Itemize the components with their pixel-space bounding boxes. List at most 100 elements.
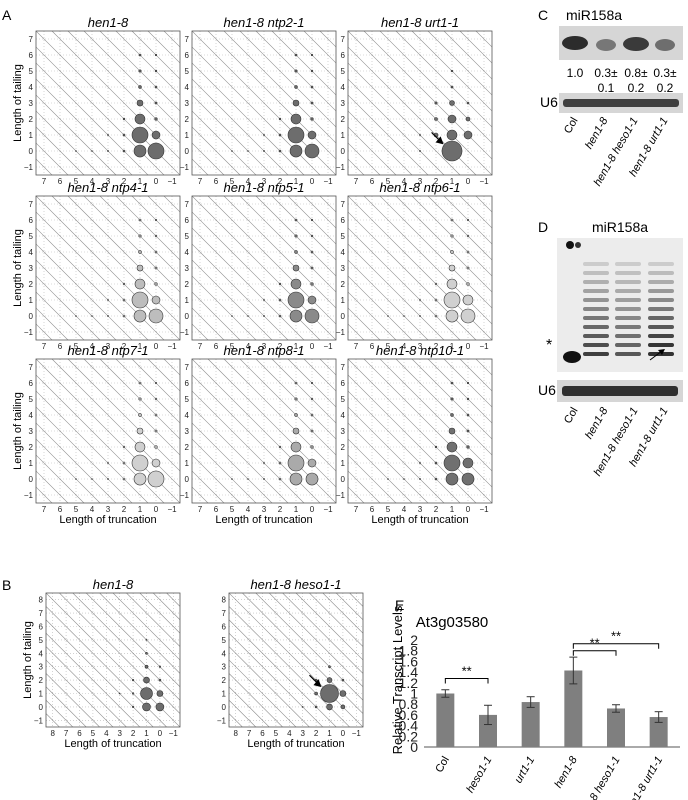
diagonal-line <box>363 31 492 160</box>
x-tick-label: 5 <box>386 177 391 186</box>
bubble-point <box>294 413 298 417</box>
diagonal-line <box>36 142 69 175</box>
x-tick-label: 3 <box>418 342 423 351</box>
bubble-point <box>434 101 438 105</box>
chart-e-y-tick-label: 0.8 <box>399 696 419 712</box>
x-tick-label: 1 <box>144 729 149 738</box>
x-tick-label: 4 <box>402 177 407 186</box>
diagonal-line <box>192 110 257 175</box>
bubble-point <box>466 413 470 417</box>
bubble-point <box>450 234 454 238</box>
diagonal-line <box>282 593 363 674</box>
diagonal-line <box>241 593 363 715</box>
diagonal-line <box>46 632 141 727</box>
diagonal-line <box>348 359 492 503</box>
x-tick-label: 0 <box>154 177 159 186</box>
bubble-point <box>446 129 458 141</box>
bubble-point <box>446 278 458 290</box>
diagonal-line <box>192 94 273 175</box>
blot-d-smear-band <box>648 307 674 311</box>
y-tick-label: 0 <box>29 147 34 156</box>
diagonal-line <box>475 359 492 376</box>
diagonal-line <box>192 275 257 340</box>
y-tick-label: 1 <box>39 690 44 699</box>
diagonal-line <box>36 78 133 175</box>
diagonal-line <box>287 359 336 408</box>
chart-e-bar <box>479 714 497 747</box>
x-tick-label: 4 <box>104 729 109 738</box>
diagonal-line <box>348 486 365 503</box>
bubble-point <box>314 705 318 709</box>
plot-grid <box>36 359 180 503</box>
y-tick-label: 4 <box>29 411 34 420</box>
chart-e-significance-label: ** <box>590 636 600 651</box>
bubble-point <box>466 234 470 238</box>
diagonal-line <box>255 196 336 277</box>
diagonal-line <box>131 31 180 80</box>
y-tick-label: 4 <box>185 248 190 257</box>
x-tick-label: 7 <box>247 729 252 738</box>
bubble-point <box>419 134 421 136</box>
diagonal-line <box>0 7 12 183</box>
diagonal-line <box>348 438 413 503</box>
diagonal-line <box>152 593 180 621</box>
diagonal-line <box>192 62 305 175</box>
bubble-point <box>122 461 126 465</box>
panel-c-northern-blot: miR158a 1.0 0.3± 0.1 0.8± 0.2 0.3± 0.2 U… <box>540 7 683 188</box>
y-tick-label: 6 <box>185 379 190 388</box>
x-tick-label: 4 <box>402 342 407 351</box>
x-tick-label: 6 <box>77 729 82 738</box>
diagonal-line <box>192 174 193 175</box>
blot-c-quant: 0.2 <box>628 81 645 95</box>
bubble-point <box>75 150 77 152</box>
x-tick-label: 0 <box>341 729 346 738</box>
bubble-point <box>304 143 320 159</box>
bubble-point <box>466 218 470 222</box>
panel-letter-a: A <box>2 7 12 23</box>
diagonal-line <box>36 438 101 503</box>
bubble-point <box>419 478 421 480</box>
diagonal-line <box>36 259 117 340</box>
diagonal-line <box>348 62 461 175</box>
bubble-point <box>156 690 164 697</box>
diagonal-line <box>192 259 273 340</box>
diagonal-line <box>223 359 336 472</box>
diagonal-line <box>192 126 241 175</box>
y-tick-label: −1 <box>217 716 227 725</box>
diagonal-line <box>348 339 349 340</box>
bubble-point <box>107 478 109 480</box>
x-tick-label: 4 <box>246 505 251 514</box>
bubble-point <box>138 250 142 254</box>
bubble-point <box>154 397 158 401</box>
diagonal-line <box>112 593 180 661</box>
chart-e-significance-label: ** <box>462 664 472 679</box>
x-tick-label: 5 <box>230 505 235 514</box>
bubble-point <box>147 142 165 160</box>
blot-c-quant: 0.8± <box>624 66 648 80</box>
bubble-point <box>107 462 109 464</box>
bubble-point <box>462 294 474 306</box>
x-tick-label: 3 <box>300 729 305 738</box>
y-tick-label: 7 <box>341 200 346 209</box>
y-tick-label: 7 <box>341 363 346 372</box>
chart-e-category-label: heso1-1 <box>464 755 494 795</box>
plot-frame <box>191 30 337 176</box>
diagonal-line <box>36 158 53 175</box>
bubble-point <box>138 218 142 222</box>
plot-frame <box>35 30 181 176</box>
bubble-point <box>434 282 438 286</box>
bubble-point <box>304 308 320 324</box>
x-tick-label: −1 <box>169 729 179 738</box>
y-tick-label: 5 <box>341 67 346 76</box>
bubble-point <box>462 457 474 469</box>
blot-d-smear-band <box>583 307 609 311</box>
bubble-point <box>263 299 265 301</box>
chart-e-y-tick-label: 0 <box>410 739 418 755</box>
x-tick-label: −1 <box>479 505 489 514</box>
bubble-point <box>143 676 150 684</box>
diagonal-line <box>379 196 492 309</box>
y-tick-label: 3 <box>39 663 44 672</box>
bubble-point <box>294 381 298 385</box>
bubble-point <box>294 85 298 89</box>
y-tick-label: 5 <box>185 232 190 241</box>
